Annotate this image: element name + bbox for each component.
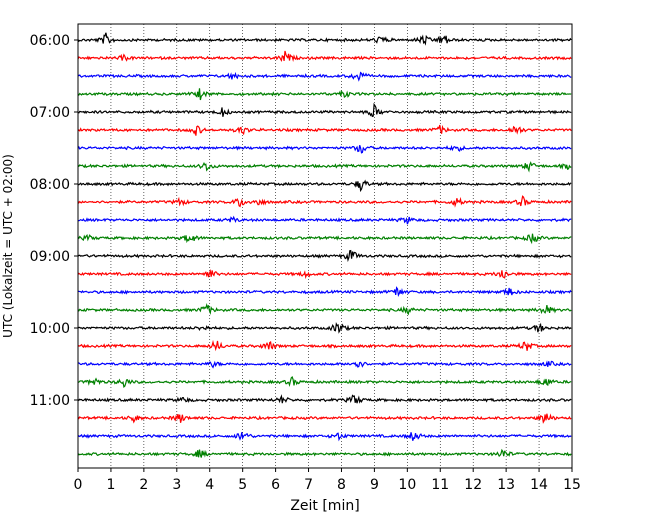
trace-0800 bbox=[77, 179, 572, 193]
trace-1130 bbox=[77, 432, 572, 442]
x-tick-label: 3 bbox=[172, 477, 181, 493]
y-tick-label: 09:00 bbox=[30, 249, 70, 265]
x-tick-label: 7 bbox=[304, 477, 313, 493]
y-tick-label: 11:00 bbox=[30, 393, 70, 409]
y-tick-label: 08:00 bbox=[30, 177, 70, 193]
y-axis-ticks: 06:00 07:00 08:00 09:00 10:00 11:00 bbox=[30, 33, 78, 409]
trace-0700 bbox=[77, 102, 572, 118]
trace-0930 bbox=[77, 286, 572, 297]
trace-1030 bbox=[77, 360, 572, 369]
grid-lines bbox=[110, 24, 540, 468]
x-tick-label: 8 bbox=[337, 477, 346, 493]
trace-0900 bbox=[77, 249, 572, 263]
x-tick-label: 4 bbox=[205, 477, 214, 493]
x-tick-label: 11 bbox=[431, 477, 449, 493]
plot-frame bbox=[77, 23, 573, 469]
trace-0830 bbox=[77, 215, 572, 225]
x-tick-label: 2 bbox=[139, 477, 148, 493]
y-axis-label: UTC (Lokalzeit = UTC + 02:00) bbox=[1, 154, 15, 338]
y-tick-label: 06:00 bbox=[30, 33, 70, 49]
x-tick-label: 9 bbox=[370, 477, 379, 493]
x-tick-label: 15 bbox=[563, 477, 581, 493]
trace-0945 bbox=[77, 303, 572, 316]
x-tick-label: 6 bbox=[271, 477, 280, 493]
x-axis-ticks: 0 1 2 3 4 5 6 7 8 9 10 11 12 13 14 15 bbox=[74, 468, 581, 493]
x-tick-label: 12 bbox=[464, 477, 482, 493]
trace-1015 bbox=[77, 339, 572, 352]
x-tick-label: 0 bbox=[74, 477, 83, 493]
trace-0600 bbox=[77, 32, 572, 46]
trace-0845 bbox=[77, 233, 572, 245]
trace-1045 bbox=[77, 376, 572, 389]
x-tick-label: 14 bbox=[530, 477, 548, 493]
trace-1100 bbox=[77, 394, 572, 404]
y-tick-label: 10:00 bbox=[30, 321, 70, 337]
trace-0815 bbox=[77, 195, 572, 208]
x-tick-label: 10 bbox=[398, 477, 416, 493]
x-tick-label: 5 bbox=[238, 477, 247, 493]
trace-0730 bbox=[77, 144, 572, 154]
x-tick-label: 1 bbox=[106, 477, 115, 493]
trace-0615 bbox=[77, 50, 572, 63]
seismic-traces bbox=[77, 32, 572, 458]
x-tick-label: 13 bbox=[497, 477, 515, 493]
trace-1000 bbox=[77, 321, 572, 334]
y-tick-label: 07:00 bbox=[30, 105, 70, 121]
trace-1145 bbox=[77, 448, 572, 458]
trace-0915 bbox=[77, 268, 572, 280]
trace-0630 bbox=[77, 71, 572, 82]
trace-1115 bbox=[77, 413, 572, 424]
trace-0715 bbox=[77, 124, 572, 136]
x-axis-label: Zeit [min] bbox=[290, 498, 359, 514]
trace-0745 bbox=[77, 161, 572, 173]
trace-0645 bbox=[77, 88, 572, 101]
